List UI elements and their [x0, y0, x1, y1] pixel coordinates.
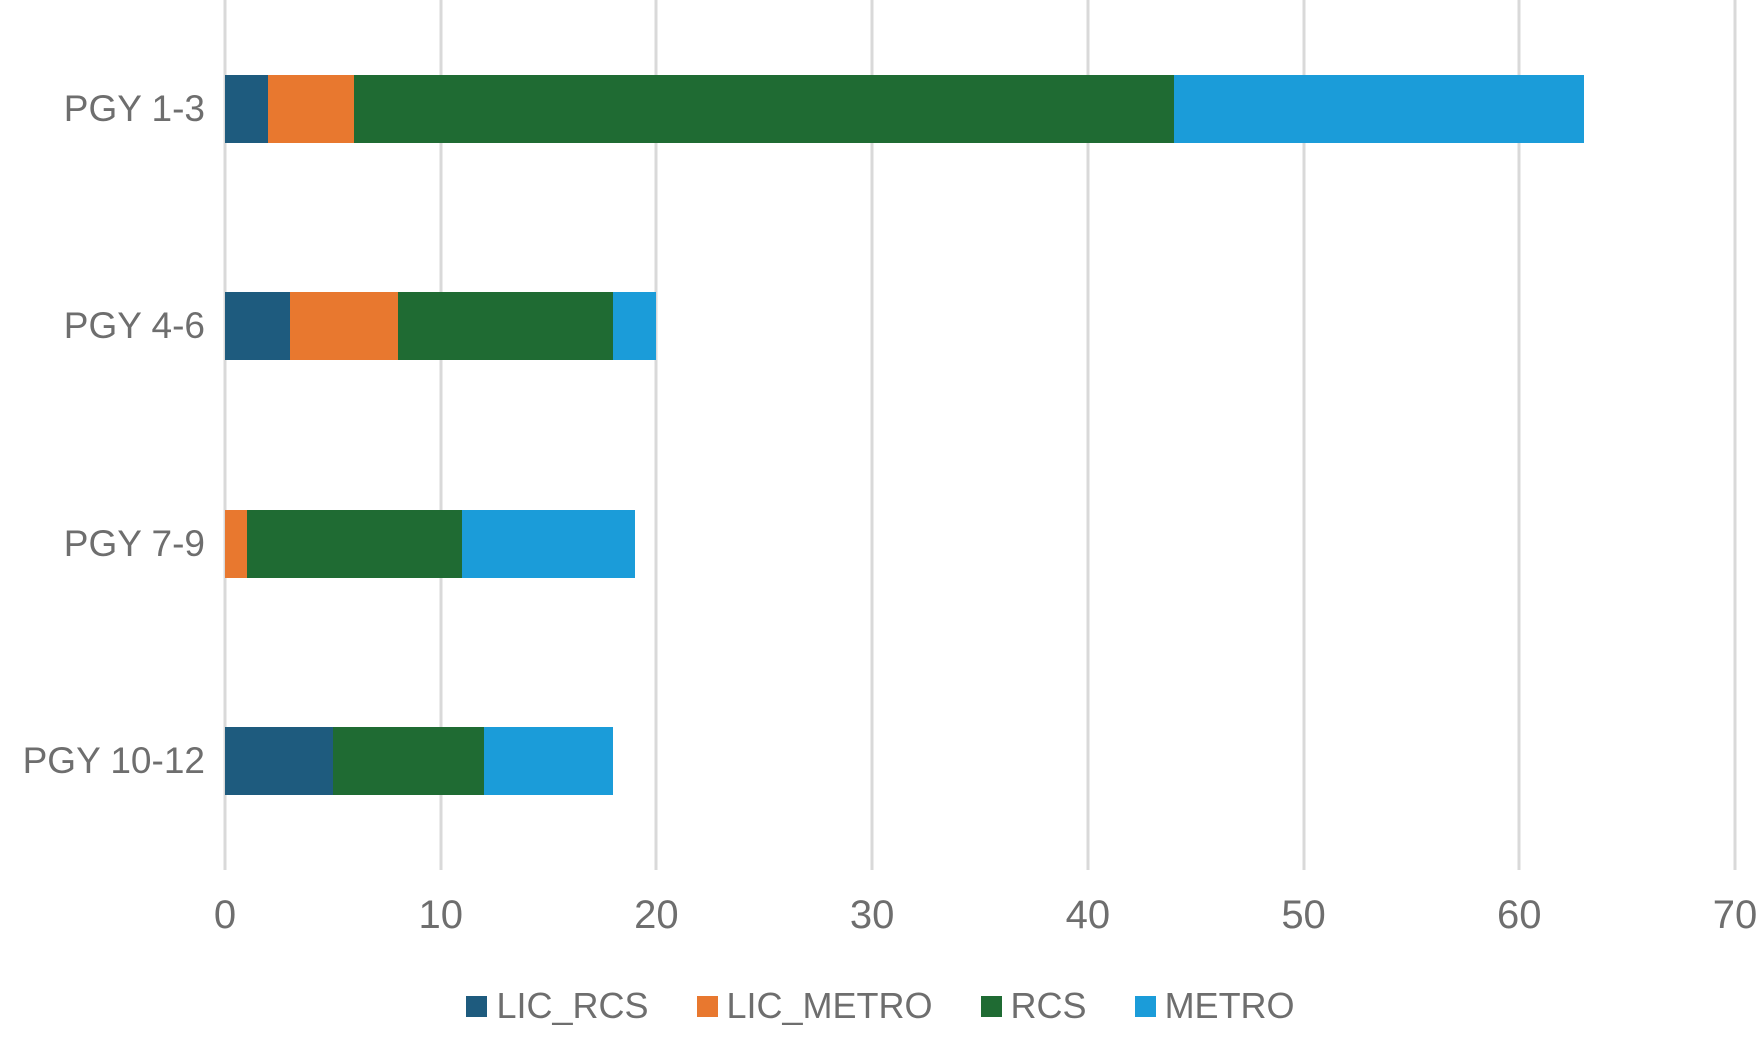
bar-segment-RCS [332, 727, 484, 796]
bar-segment-LIC_RCS [225, 727, 333, 796]
bar-segment-LIC_RCS [225, 292, 290, 361]
x-tick-label: 30 [849, 893, 895, 937]
x-tick-label: 20 [634, 893, 679, 937]
x-axis-tick-labels: 0 10 20 30 40 50 60 70 [214, 893, 1757, 948]
bar-row [225, 509, 1735, 578]
x-tick-label: 70 [1712, 893, 1758, 937]
x-tick-label: 10 [418, 893, 463, 937]
y-axis-category-label: PGY 10-12 [22, 740, 205, 782]
bar-segment-RCS [397, 292, 614, 361]
legend-swatch-icon [1134, 995, 1156, 1017]
bar-segment-METRO [483, 727, 614, 796]
y-axis-labels: PGY 1-3 PGY 4-6 PGY 7-9 PGY 10-12 [0, 0, 205, 870]
x-tick-label: 50 [1281, 893, 1326, 937]
legend-item: LIC_RCS [466, 985, 649, 1027]
legend-label: LIC_METRO [726, 985, 933, 1026]
gridline [1302, 0, 1306, 870]
gridline [223, 0, 227, 870]
bar-segment-LIC_RCS [225, 74, 269, 143]
legend-label: LIC_RCS [496, 985, 649, 1026]
x-tick-label: 40 [1065, 893, 1111, 937]
legend-item: RCS [980, 985, 1087, 1027]
gridline [654, 0, 658, 870]
bar-segment-LIC_METRO [268, 74, 355, 143]
bar-segment-METRO [462, 509, 635, 578]
gridline [1086, 0, 1090, 870]
gridline [439, 0, 443, 870]
bar-segment-LIC_METRO [289, 292, 398, 361]
gridline [1733, 0, 1737, 870]
plot-area [223, 0, 1737, 870]
bar-row [225, 292, 1735, 361]
legend-swatch-icon [980, 995, 1002, 1017]
bar-row [225, 74, 1735, 143]
gridline [870, 0, 874, 870]
legend-item: METRO [1134, 985, 1295, 1027]
legend: LIC_RCS LIC_METRO RCS METRO [0, 978, 1761, 1034]
legend-swatch-icon [466, 995, 488, 1017]
y-axis-category-label: PGY 4-6 [63, 305, 205, 347]
legend-label: METRO [1164, 985, 1295, 1026]
bar-segment-RCS [354, 74, 1175, 143]
y-axis-category-label: PGY 1-3 [63, 87, 205, 129]
legend-swatch-icon [696, 995, 718, 1017]
gridline [1517, 0, 1521, 870]
bar-row [225, 727, 1735, 796]
y-axis-category-label: PGY 7-9 [63, 522, 205, 564]
x-tick-label: 0 [213, 893, 237, 937]
bar-segment-METRO [613, 292, 657, 361]
bar-segment-LIC_METRO [225, 509, 247, 578]
x-tick-label: 60 [1497, 893, 1542, 937]
bar-segment-RCS [246, 509, 463, 578]
legend-label: RCS [1010, 985, 1087, 1026]
legend-item: LIC_METRO [696, 985, 933, 1027]
bar-segment-METRO [1174, 74, 1584, 143]
